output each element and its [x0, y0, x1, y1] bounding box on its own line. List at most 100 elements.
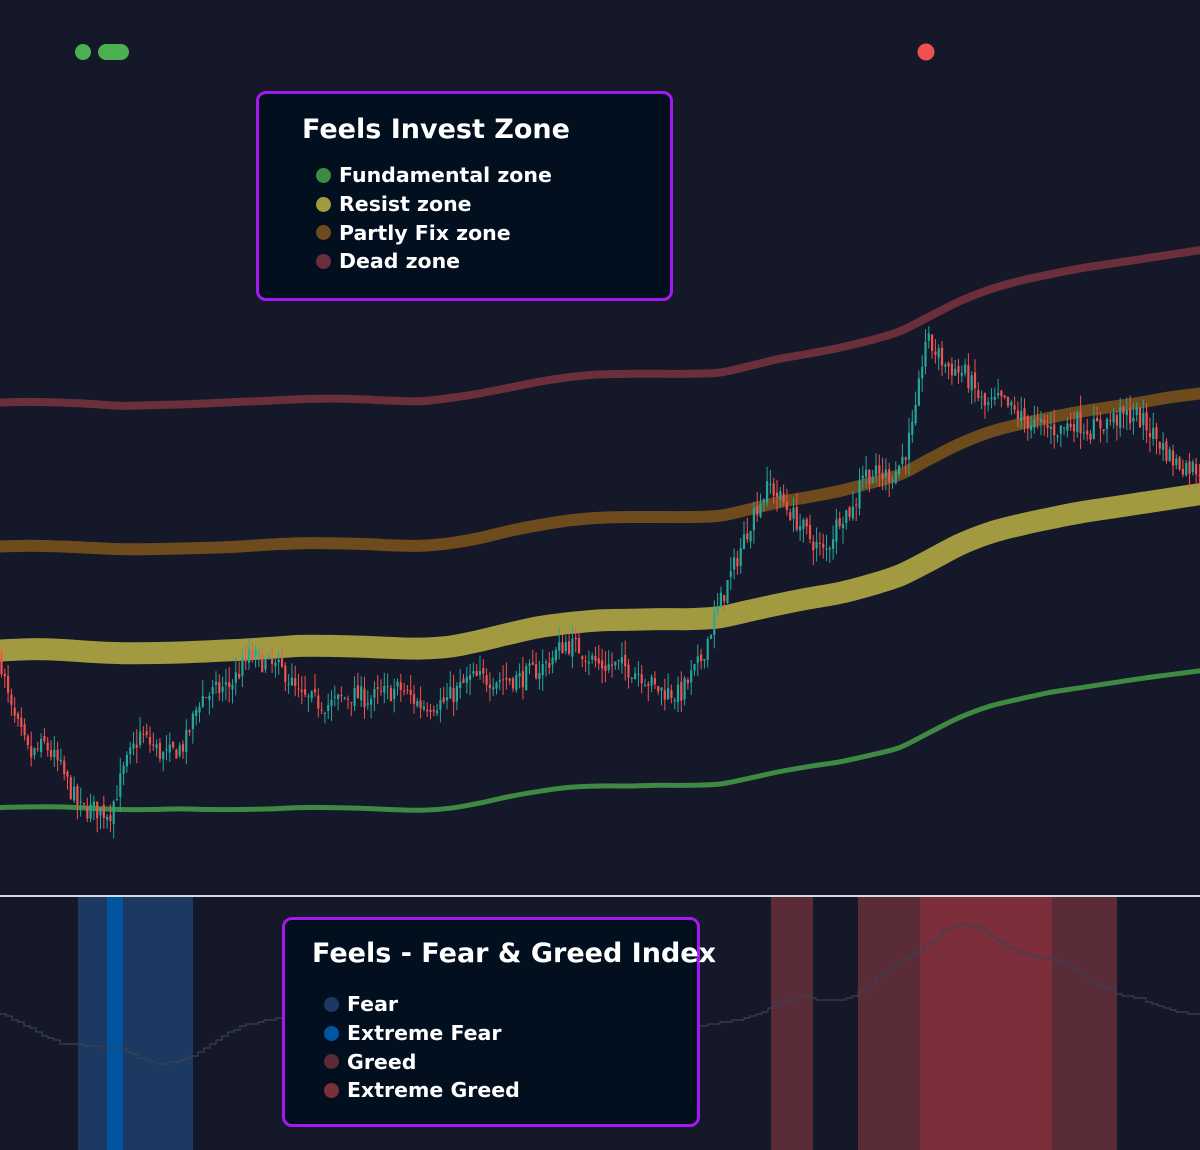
candle-body	[525, 665, 528, 691]
candle	[1059, 425, 1062, 448]
candle	[1125, 397, 1128, 431]
candle	[683, 676, 686, 706]
candle-body	[40, 738, 43, 752]
candle	[650, 674, 653, 693]
candle-body	[1000, 390, 1003, 397]
candle	[135, 729, 138, 764]
candle-body	[927, 333, 930, 341]
candle-body	[812, 541, 815, 551]
candle-body	[191, 713, 194, 730]
candle-body	[238, 674, 241, 678]
candle-body	[1033, 419, 1036, 428]
candle	[907, 417, 911, 475]
candle	[109, 804, 112, 833]
candle-body	[907, 432, 911, 460]
candle-body	[766, 481, 769, 503]
candle-body	[835, 519, 838, 542]
candle	[898, 464, 901, 478]
candle-body	[327, 705, 330, 711]
candle-body	[452, 688, 455, 702]
candle	[191, 711, 194, 744]
candle-body	[264, 659, 267, 670]
fg-region-greed-0	[771, 897, 813, 1150]
candle	[287, 673, 290, 694]
candle-body	[746, 533, 749, 540]
candle	[610, 652, 614, 678]
candle	[1000, 389, 1003, 408]
candle	[607, 650, 610, 673]
candle-body	[921, 366, 924, 379]
candle-body	[987, 402, 990, 405]
candle	[132, 732, 135, 756]
candle	[888, 462, 891, 497]
candle-body	[53, 749, 56, 758]
candle	[1010, 399, 1013, 416]
candle	[254, 644, 257, 668]
candle-body	[409, 689, 412, 695]
candle-body	[802, 519, 805, 530]
candle	[987, 397, 990, 412]
candle	[551, 650, 554, 674]
candle-body	[1148, 433, 1151, 437]
candle-body	[337, 694, 340, 699]
candle-body	[518, 673, 521, 677]
candle	[125, 751, 128, 773]
candle	[284, 662, 287, 692]
candle	[106, 813, 109, 829]
candle-body	[109, 815, 112, 821]
candle	[670, 684, 673, 704]
candle	[432, 705, 435, 717]
candle	[294, 665, 297, 697]
candle	[696, 644, 699, 676]
candle-body	[287, 683, 290, 685]
candle-body	[185, 729, 188, 753]
candle	[518, 663, 521, 689]
candle	[805, 517, 808, 535]
legend-swatch	[316, 253, 331, 269]
candle	[792, 497, 795, 532]
candle	[241, 648, 244, 688]
candle-body	[181, 744, 185, 752]
candle	[327, 693, 330, 719]
candle	[980, 390, 983, 410]
candle	[799, 513, 802, 541]
candle	[716, 593, 719, 618]
candle-body	[370, 698, 373, 705]
candle	[1185, 460, 1188, 477]
candle-body	[1053, 424, 1056, 436]
candle-body	[1105, 418, 1109, 429]
candle	[46, 736, 49, 757]
candle-body	[115, 799, 119, 801]
candle-body	[977, 390, 980, 398]
candle-body	[865, 469, 868, 477]
candle-body	[290, 677, 293, 686]
candle-body	[634, 673, 637, 680]
candle-body	[680, 681, 683, 701]
candle-body	[775, 492, 779, 497]
candle	[459, 669, 462, 699]
candle	[330, 690, 333, 721]
fear-greed-regions	[78, 897, 1117, 1150]
candle-body	[69, 777, 72, 799]
candle-body	[1175, 458, 1178, 465]
candle	[620, 642, 623, 674]
candle-body	[366, 703, 369, 705]
candle-body	[1125, 410, 1128, 416]
candle-body	[1119, 407, 1122, 428]
candle-body	[241, 658, 244, 676]
candle-body	[271, 658, 274, 664]
candle-body	[495, 682, 498, 689]
candle	[79, 787, 82, 817]
candle-body	[363, 688, 366, 708]
candle	[304, 675, 307, 698]
candle-body	[313, 688, 317, 693]
legend-label: Fear	[347, 992, 399, 1017]
candle	[1092, 405, 1095, 440]
candle	[475, 664, 478, 677]
candle-body	[1155, 427, 1158, 439]
candle	[155, 739, 158, 757]
candle	[861, 465, 864, 490]
candle-body	[769, 484, 772, 485]
candle	[515, 670, 518, 693]
candle-body	[1039, 419, 1043, 422]
